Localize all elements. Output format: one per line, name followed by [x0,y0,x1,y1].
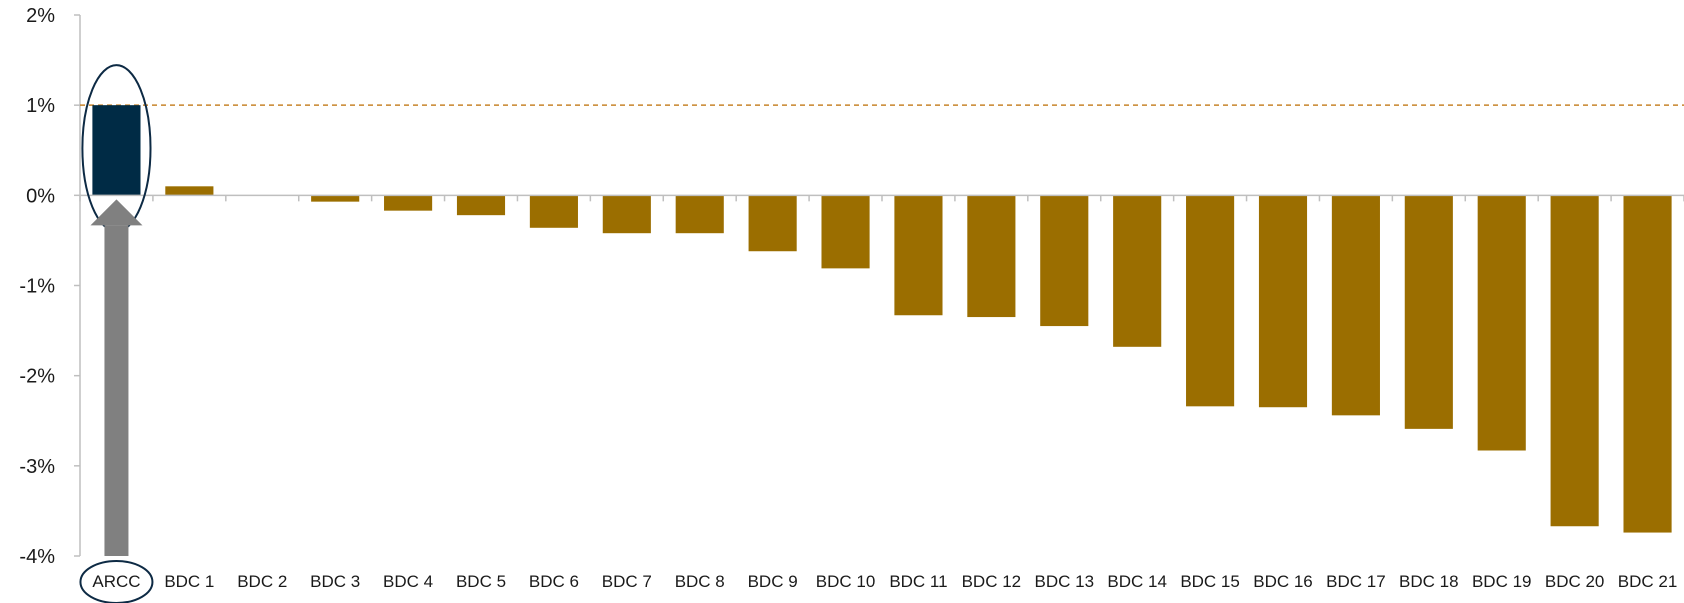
bar [1040,195,1089,327]
bar [967,195,1016,318]
category-label: BDC 1 [164,572,214,591]
category-label: BDC 5 [456,572,506,591]
category-label: BDC 9 [748,572,798,591]
highlight-annotation [79,64,154,603]
category-label: BDC 6 [529,572,579,591]
bar [529,195,578,228]
category-label: BDC 3 [310,572,360,591]
category-label: BDC 18 [1399,572,1459,591]
category-label: BDC 20 [1545,572,1605,591]
bar [1258,195,1308,408]
y-tick-label: 2% [26,5,55,27]
y-tick-label: -4% [19,546,55,568]
arrow-shaft [104,225,129,557]
y-tick-label: -2% [19,366,55,388]
y-tick-label: 1% [26,95,55,117]
category-label: BDC 13 [1035,572,1095,591]
bar [821,195,870,269]
y-tick-label: -3% [19,456,55,478]
y-tick-label: -1% [19,276,55,298]
category-label: BDC 8 [675,572,725,591]
bar [1477,195,1526,451]
y-tick-label: 0% [26,185,55,207]
bar [1331,195,1380,416]
bar [1186,195,1235,407]
highlight-label-ellipse [79,560,154,603]
arrow-head [90,199,143,226]
highlight-bar [92,105,141,196]
bar [1404,195,1453,429]
category-label: BDC 14 [1107,572,1167,591]
bar [165,186,214,196]
bar [894,195,943,316]
bar [748,195,797,252]
x-axis [79,194,1684,202]
category-label: BDC 4 [383,572,433,591]
category-label: BDC 17 [1326,572,1386,591]
bar [1623,195,1672,533]
category-label: BDC 21 [1618,572,1678,591]
category-label: BDC 19 [1472,572,1532,591]
category-label: ARCC [92,572,140,591]
category-label: BDC 2 [237,572,287,591]
y-axis: 2% 1% 0% -1% -2% -3% -4% [19,5,81,568]
category-label: BDC 12 [962,572,1022,591]
category-label: BDC 15 [1180,572,1240,591]
bars [92,105,1672,533]
category-label: BDC 10 [816,572,876,591]
category-label: BDC 16 [1253,572,1313,591]
category-label: BDC 7 [602,572,652,591]
bar [456,195,506,216]
category-label: BDC 11 [889,572,947,591]
bar [675,195,724,234]
bar [602,195,651,234]
bar [311,195,360,202]
bar [384,195,433,211]
bar [1113,195,1162,347]
category-labels: ARCC BDC 1 BDC 2 BDC 3 BDC 4 BDC 5 BDC 6 BDC 7 B… [92,572,1677,591]
bar [1550,195,1599,527]
